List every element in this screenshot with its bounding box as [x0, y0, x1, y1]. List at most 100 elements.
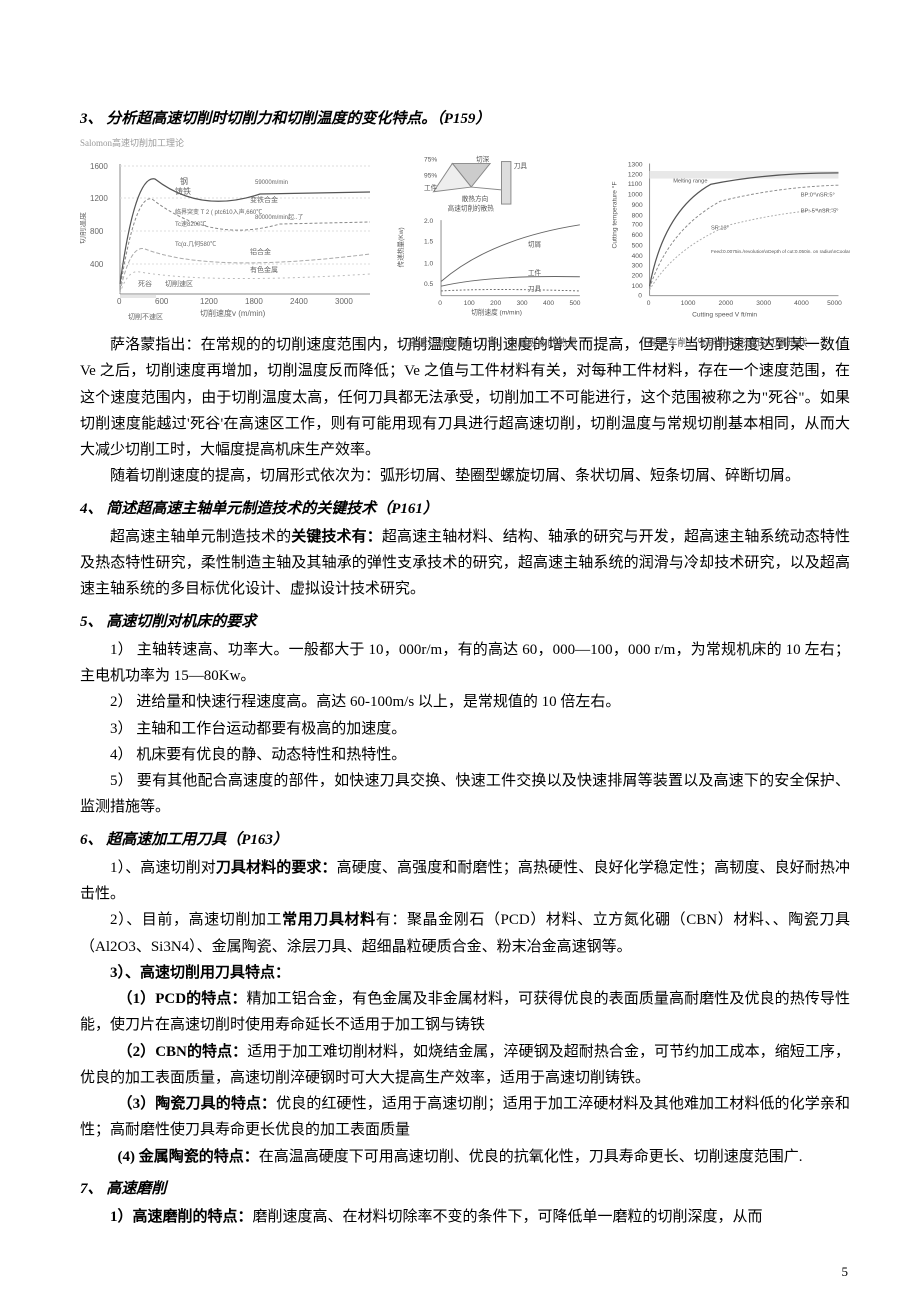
- f1-a10: Tc速8200℃: [175, 221, 206, 228]
- f1-a8: 死谷: [138, 279, 152, 288]
- fig3-caption: 高速车削15％铜件时形成的切屑形状: [605, 335, 850, 353]
- f1-a5: 铝合金: [250, 247, 271, 256]
- s4-p1b: 关键技术有：: [291, 529, 382, 545]
- f1-xt4: 2400: [290, 297, 308, 306]
- f3-a2: BP:0°\nSR:5°: [801, 193, 835, 199]
- f1-yt1: 1200: [90, 194, 108, 203]
- f1-xt3: 1800: [245, 297, 263, 306]
- f3-xlabel: Cutting speed V ft/min: [692, 311, 757, 318]
- f3-a5: Feed:0.0075in./revolution\nDepth of cut:…: [711, 249, 850, 255]
- f1-a3: 变铁合金: [250, 195, 278, 204]
- f3-yt7: 800: [632, 212, 643, 219]
- f1-a2: 铸铁: [175, 186, 191, 196]
- f3-yt6: 700: [632, 222, 643, 229]
- s7-title: 高速磨削: [106, 1181, 166, 1197]
- s3-p2: 随着切削速度的提高，切屑形式依次为：弧形切屑、垫圈型螺旋切屑、条状切屑、短条切屑…: [80, 463, 850, 489]
- s6-i1b: 刀具材料的要求：: [216, 860, 337, 876]
- s6-c4b: 在高温高硬度下可用高速切削、优良的抗氧化性，刀具寿命更长、切削速度范围广.: [259, 1149, 803, 1165]
- f3-a4: SR:13°: [711, 226, 729, 232]
- s4-p1: 超高速主轴单元制造技术的关键技术有：超高速主轴材料、结构、轴承的研究与开发，超高…: [80, 524, 850, 603]
- f1-a1: 钢: [180, 176, 188, 186]
- s4-num: 4、: [80, 501, 103, 517]
- s6-i2b: 常用刀具材料: [282, 912, 376, 928]
- f2-xt2: 200: [490, 300, 501, 307]
- f3-ylabel: Cutting temperature °F: [611, 182, 619, 249]
- s6-c2a: （2）CBN的特点：: [118, 1044, 248, 1060]
- f2-yt2: 1.5: [424, 239, 434, 246]
- f2-xt4: 400: [543, 300, 554, 307]
- figure-2: 75% 切深 刀具 95% 工件 散热方向 高速切削的散热 2.0 1.5 1.…: [390, 154, 595, 324]
- s6-c2: （2）CBN的特点：适用于加工难切削材料，如烧结金属，淬硬钢及超耐热合金，可节约…: [80, 1039, 850, 1092]
- f1-a6: 切削不速区: [128, 312, 163, 321]
- s3-num: 3、: [80, 111, 103, 127]
- fig2-caption: 高速切削刀具、工件、切屑吸收的热量: [390, 335, 595, 353]
- f1-xt5: 3000: [335, 297, 353, 306]
- f3-xt0: 0: [647, 300, 651, 307]
- section-3-heading: 3、 分析超高速切削时切削力和切削温度的变化特点。（P159）: [80, 106, 850, 132]
- f2-ylabel: 传递热量(Kw): [396, 227, 405, 267]
- f1-yt3: 400: [90, 260, 104, 269]
- s7-num: 7、: [80, 1181, 103, 1197]
- f1-a14: 80000m/min起..了: [255, 213, 303, 221]
- f3-yt9: 1000: [628, 192, 643, 199]
- f3-yt4: 500: [632, 243, 643, 250]
- f2-c2: 工件: [528, 268, 542, 277]
- figure-row: 1600 1200 800 400 0 600 1200 1800 2400 3…: [80, 154, 850, 324]
- f1-a12: 有色金属: [250, 265, 278, 274]
- f2-l7: 高速切削的散热: [448, 204, 495, 213]
- f2-yt0: 0.5: [424, 281, 434, 288]
- f3-yt3: 400: [632, 253, 643, 260]
- f3-yt12: 1300: [628, 161, 643, 168]
- s6-num: 6、: [80, 832, 103, 848]
- f2-yt1: 1.0: [424, 260, 434, 267]
- f2-xt0: 0: [438, 300, 442, 307]
- f3-yt0: 0: [638, 293, 642, 300]
- section-7-heading: 7、 高速磨削: [80, 1176, 850, 1202]
- figure-1: 1600 1200 800 400 0 600 1200 1800 2400 3…: [80, 154, 380, 324]
- f3-xt4: 4000: [794, 300, 809, 307]
- f1-xt2: 1200: [200, 297, 218, 306]
- f1-xt1: 600: [155, 297, 169, 306]
- f3-yt1: 200: [632, 273, 643, 280]
- f2-c1: 切屑: [528, 241, 541, 249]
- f2-xt3: 300: [517, 300, 528, 307]
- s6-c3a: （3）陶瓷刀具的特点：: [118, 1096, 277, 1112]
- f3-xt2: 2000: [719, 300, 734, 307]
- f3-xt5: 5000: [827, 300, 842, 307]
- s6-i2a: 2）、目前，高速切削加工: [110, 912, 282, 928]
- s7-i1b: 磨削速度高、在材料切除率不变的条件下，可降低单一磨粒的切削深度，从而: [253, 1209, 763, 1225]
- f3-a3: BP:-5°\nSR:-5°: [801, 209, 839, 215]
- f2-c3: 刀具: [528, 285, 542, 293]
- s6-c1: （1）PCD的特点：精加工铝合金，有色金属及非金属材料，可获得优良的表面质量高耐…: [80, 986, 850, 1039]
- f1-xt0: 0: [117, 297, 122, 306]
- s6-c4: (4) 金属陶瓷的特点：在高温高硬度下可用高速切削、优良的抗氧化性，刀具寿命更长…: [80, 1144, 850, 1170]
- f3-yt2: 300: [632, 262, 643, 269]
- f2-xt1: 100: [464, 300, 475, 307]
- f2-l6: 散热方向: [462, 194, 488, 203]
- s7-i1: 1）高速磨削的特点：磨削速度高、在材料切除率不变的条件下，可降低单一磨粒的切削深…: [80, 1204, 850, 1230]
- f1-a13: 59000m/min: [255, 180, 288, 186]
- section-5-heading: 5、 高速切削对机床的要求: [80, 609, 850, 635]
- s6-i3: 3）、高速切削用刀具特点：: [80, 960, 850, 986]
- f2-l4: 95%: [424, 173, 437, 180]
- f1-a9: 临界突变 T 2 ( ptc610入声,660℃: [175, 208, 262, 216]
- f3-a1: Melting range: [673, 178, 707, 184]
- s3-title: 分析超高速切削时切削力和切削温度的变化特点。（P159）: [106, 111, 490, 127]
- f2-l1: 75%: [424, 157, 437, 164]
- section-4-heading: 4、 简述超高速主轴单元制造技术的关键技术（P161）: [80, 496, 850, 522]
- f1-ylabel: 切削温度: [80, 212, 87, 244]
- f2-l5: 工件: [424, 183, 438, 192]
- s5-i1: 1） 主轴转速高、功率大。一般都大于 10，000r/m，有的高达 60，000…: [80, 637, 850, 690]
- s5-num: 5、: [80, 614, 103, 630]
- figure-3: 1300 1200 1100 1000 900 800 700 600 500 …: [605, 154, 850, 324]
- s3-small-note: Salomon高速切削加工理论: [80, 136, 850, 152]
- f3-yt10: 1100: [628, 181, 643, 188]
- s6-i2: 2）、目前，高速切削加工常用刀具材料有：聚晶金刚石（PCD）材料、立方氮化硼（C…: [80, 907, 850, 960]
- s7-i1a: 1）高速磨削的特点：: [110, 1209, 253, 1225]
- f3-yt11: 1200: [628, 172, 643, 179]
- s6-c4a: (4) 金属陶瓷的特点：: [118, 1149, 259, 1165]
- f3-xt1: 1000: [681, 300, 696, 307]
- s6-i1a: 1）、高速切削对: [110, 860, 216, 876]
- s6-c1a: （1）PCD的特点：: [118, 991, 247, 1007]
- s5-i4: 4） 机床要有优良的静、动态特性和热特性。: [80, 742, 850, 768]
